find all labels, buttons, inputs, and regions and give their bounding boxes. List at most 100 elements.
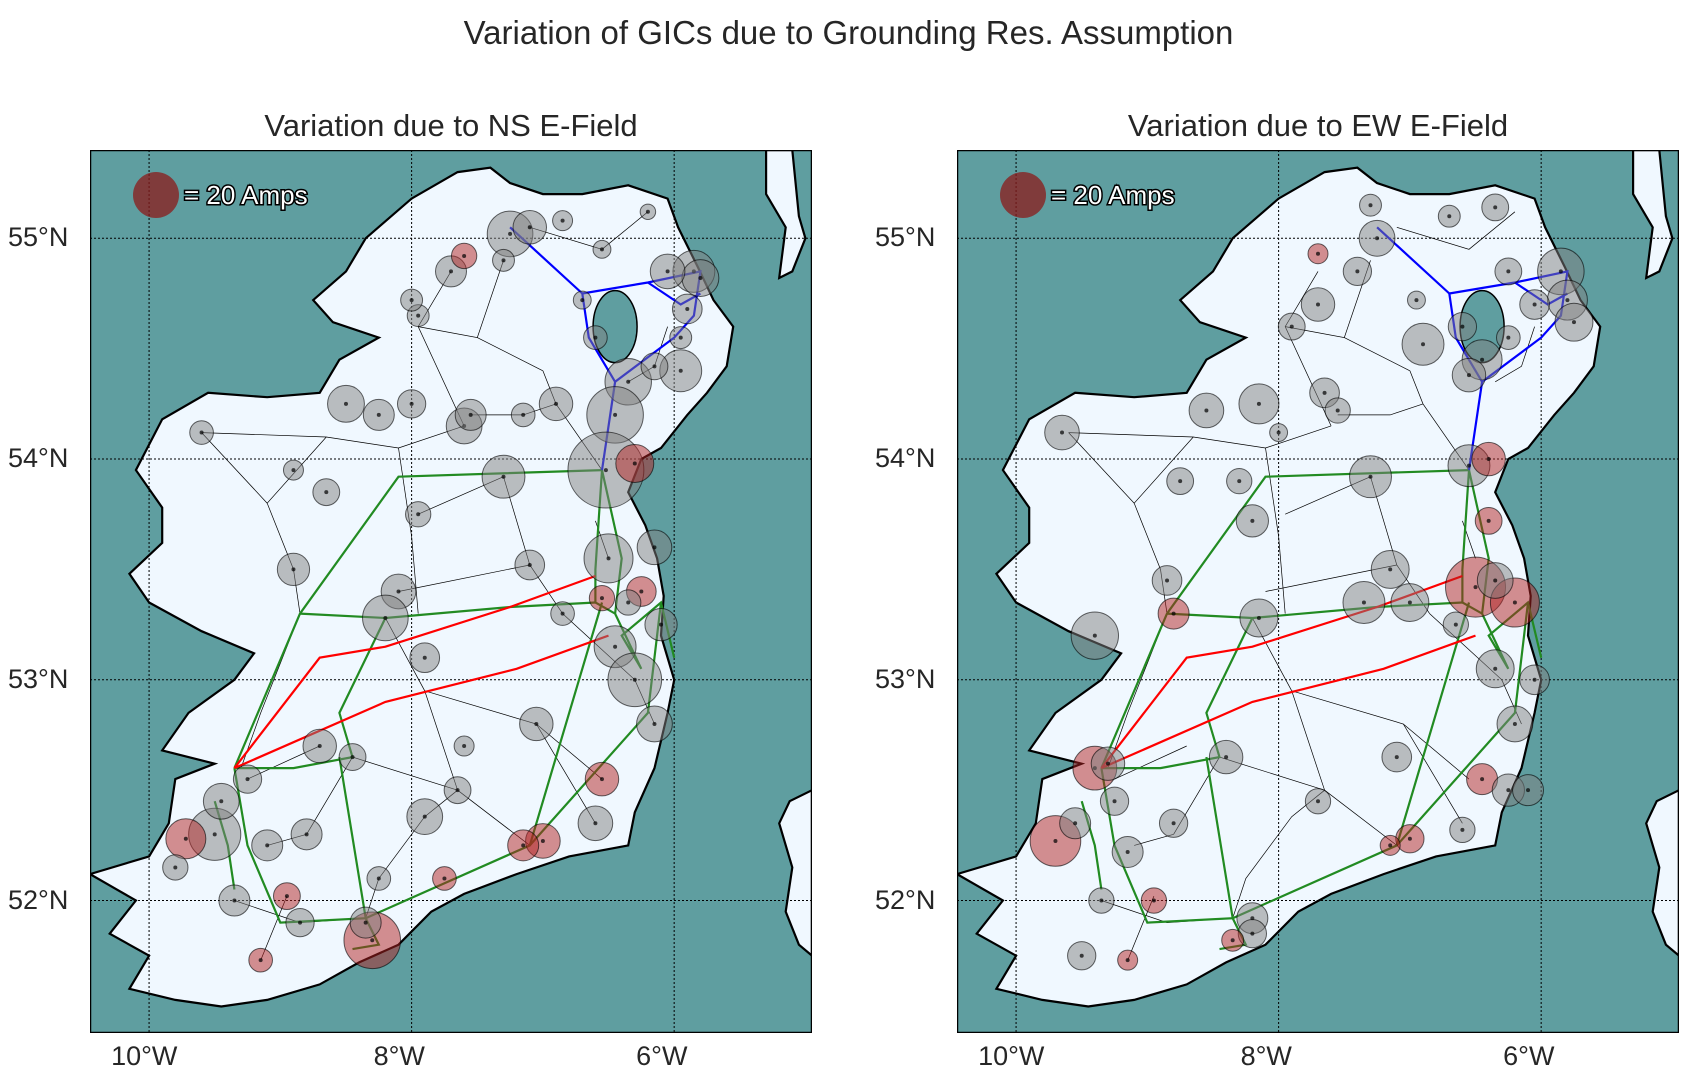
substation-dot	[284, 894, 289, 899]
substation-dot	[652, 545, 657, 550]
line-400kv	[233, 574, 596, 769]
substation-dot	[527, 563, 532, 568]
substation-dot	[1421, 342, 1426, 347]
substation-dot	[1368, 203, 1373, 208]
substation-dot	[632, 461, 637, 466]
substation-dot	[1361, 600, 1366, 605]
substation-dot	[1079, 953, 1084, 958]
latitude-tick-label: 54°N	[875, 443, 936, 474]
substation-dot	[1224, 755, 1229, 760]
line-110kv	[201, 425, 465, 449]
latitude-tick-label: 54°N	[8, 443, 69, 474]
substation-dot	[1466, 463, 1471, 468]
axes-frame	[957, 150, 1679, 1033]
substation-dot	[1053, 838, 1058, 843]
substation-dot	[560, 218, 565, 223]
substation-dot	[1447, 214, 1452, 219]
line-110kv	[1324, 789, 1398, 846]
substation-dot	[1092, 633, 1097, 638]
substation-dot	[534, 721, 539, 726]
substation-dot	[1493, 666, 1498, 671]
longitude-tick-label: 6°W	[1503, 1041, 1555, 1071]
longitude-tick-label: 10°W	[978, 1041, 1045, 1071]
longitude-tick-label: 8°W	[1240, 1041, 1292, 1071]
substation-dot	[245, 777, 250, 782]
line-110kv	[1403, 723, 1470, 780]
substation-dot	[1237, 479, 1242, 484]
substation-dot	[1335, 408, 1340, 413]
latitude-tick-label: 53°N	[8, 663, 69, 694]
substation-dot	[258, 958, 263, 963]
substation-dot	[1230, 938, 1235, 943]
substation-dot	[317, 744, 322, 749]
scotland-landmass	[765, 150, 807, 280]
substation-dot	[521, 412, 526, 417]
substation-dot	[1388, 567, 1393, 572]
substation-dot	[685, 306, 690, 311]
map-layer	[957, 150, 1679, 1033]
substation-dot	[1316, 799, 1320, 804]
substation-dot	[199, 430, 204, 435]
substation-dot	[645, 209, 650, 214]
substation-dot	[1322, 390, 1327, 395]
substation-dot	[1368, 474, 1373, 479]
substation-dot	[508, 231, 513, 236]
substation-dot	[363, 920, 368, 925]
substation-dot	[626, 379, 631, 384]
substation-dot	[1250, 931, 1255, 936]
substation-dot	[1073, 821, 1078, 826]
substation-dot	[678, 335, 683, 340]
substation-dot	[1480, 777, 1485, 782]
substation-dot	[376, 412, 381, 417]
substation-dot	[455, 788, 460, 793]
substation-dot	[232, 898, 237, 903]
substation-dot	[1453, 622, 1458, 627]
substation-dot	[580, 298, 585, 303]
substation-dot	[659, 622, 664, 627]
substation-dot	[1486, 457, 1491, 462]
substation-dot	[1506, 335, 1511, 340]
substation-dot	[1407, 600, 1412, 605]
substation-dot	[599, 247, 604, 252]
substation-dot	[652, 364, 657, 369]
axes-frame	[90, 150, 812, 1033]
substation-dot	[1125, 849, 1130, 854]
wales-landmass	[1645, 788, 1679, 958]
substation-dot	[521, 843, 526, 848]
line-220kv	[299, 601, 596, 620]
substation-dot	[1112, 799, 1117, 804]
line-220kv	[1100, 756, 1234, 924]
legend-marker	[133, 172, 179, 218]
substation-dot	[442, 876, 447, 881]
substation-dot	[632, 677, 637, 682]
substation-dot	[409, 401, 414, 406]
line-110kv	[1068, 432, 1135, 504]
substation-dot	[1355, 269, 1360, 274]
substation-dot	[1532, 677, 1537, 682]
substation-dot	[1414, 298, 1419, 303]
line-110kv	[1344, 337, 1411, 372]
substation-dot	[560, 611, 565, 616]
panel-title-ew: Variation due to EW E-Field	[1127, 108, 1509, 143]
line-110kv	[398, 564, 530, 592]
wales-landmass	[778, 788, 812, 958]
substation-dot	[409, 298, 414, 303]
substation-dot	[599, 777, 604, 782]
substation-dot	[1466, 373, 1471, 378]
line-110kv	[1337, 403, 1424, 416]
substation-dot	[422, 814, 427, 819]
substation-dot	[304, 832, 309, 837]
substation-dot	[603, 468, 608, 473]
substation-dot	[1473, 585, 1478, 590]
line-220kv	[233, 756, 367, 924]
substation-dot	[1571, 320, 1576, 325]
substation-dot	[324, 490, 329, 495]
substation-dot	[173, 865, 178, 870]
substation-dot	[1316, 251, 1320, 256]
substation-dot	[1250, 518, 1255, 523]
substation-dot	[626, 600, 631, 605]
substation-dot	[1256, 615, 1261, 620]
substation-dot	[1480, 357, 1485, 362]
substation-dot	[1165, 578, 1170, 583]
substation-dot	[396, 589, 401, 594]
